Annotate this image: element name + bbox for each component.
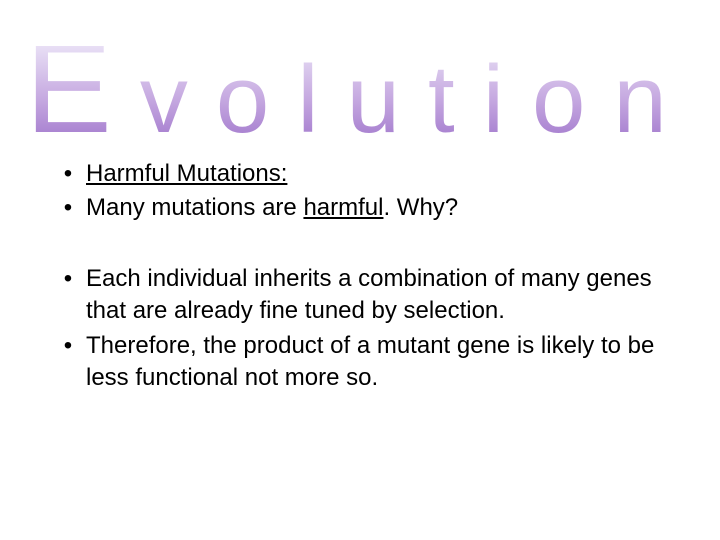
slide-title: Evolution (0, 22, 720, 152)
bullet-text: Each individual inherits a combination o… (86, 263, 670, 328)
bullet-mark: • (50, 158, 86, 190)
bullet-mark: • (50, 192, 86, 224)
bullet-text: Harmful Mutations: (86, 158, 670, 190)
bullet-item: •Many mutations are harmful. Why? (50, 192, 670, 224)
bullet-text: Many mutations are harmful. Why? (86, 192, 670, 224)
bullet-item: •Each individual inherits a combination … (50, 263, 670, 328)
bullet-mark: • (50, 263, 86, 328)
bullet-item: •Harmful Mutations: (50, 158, 670, 190)
slide-body: •Harmful Mutations:•Many mutations are h… (50, 158, 670, 396)
bullet-text: Therefore, the product of a mutant gene … (86, 330, 670, 395)
bullet-mark: • (50, 330, 86, 395)
bullet-item: •Therefore, the product of a mutant gene… (50, 330, 670, 395)
title-text: Evolution (25, 46, 695, 153)
